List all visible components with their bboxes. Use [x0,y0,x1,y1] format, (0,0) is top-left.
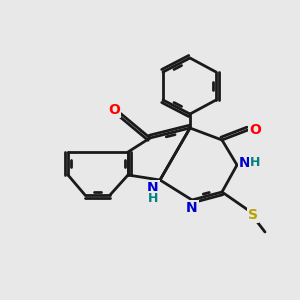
Text: N: N [186,201,198,215]
Text: S: S [248,208,258,222]
Text: O: O [108,103,120,117]
Text: N: N [239,156,251,170]
Text: H: H [250,157,260,169]
Text: H: H [148,191,158,205]
Text: N: N [147,181,159,195]
Text: O: O [249,123,261,137]
